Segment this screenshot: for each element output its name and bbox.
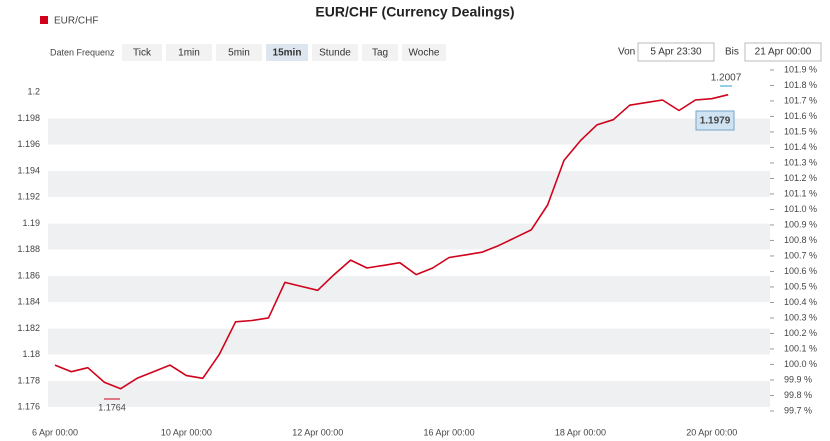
y2-tick-label: 101.2 % bbox=[784, 173, 817, 183]
grid-band bbox=[48, 223, 770, 250]
from-value[interactable]: 5 Apr 23:30 bbox=[650, 47, 702, 58]
y-tick-label: 1.186 bbox=[17, 270, 40, 280]
y-tick-label: 1.192 bbox=[17, 192, 40, 202]
series-line bbox=[54, 93, 729, 390]
frequency-button[interactable] bbox=[362, 44, 398, 61]
chart-title: EUR/CHF (Currency Dealings) bbox=[315, 4, 514, 20]
y2-tick-label: 100.6 % bbox=[784, 266, 817, 276]
grid-band bbox=[48, 118, 770, 145]
y-tick-label: 1.182 bbox=[17, 323, 40, 333]
to-label: Bis bbox=[725, 47, 739, 58]
y-tick-label: 1.19 bbox=[22, 218, 40, 228]
y2-tick-label: 100.0 % bbox=[784, 359, 817, 369]
y-tick-label: 1.18 bbox=[22, 349, 40, 359]
x-tick-label: 10 Apr 00:00 bbox=[161, 427, 212, 437]
frequency-button[interactable] bbox=[402, 44, 446, 61]
x-tick-label: 18 Apr 00:00 bbox=[555, 427, 606, 437]
y2-tick-label: 101.0 % bbox=[784, 204, 817, 214]
frequency-button-label[interactable]: Stunde bbox=[319, 48, 351, 59]
annotation-current: 1.1979 bbox=[700, 116, 731, 127]
y2-tick-label: 100.4 % bbox=[784, 297, 817, 307]
frequency-button-label[interactable]: 15min bbox=[273, 48, 302, 59]
grid-band bbox=[48, 275, 770, 303]
y2-tick-label: 100.8 % bbox=[784, 235, 817, 245]
grid-band bbox=[48, 328, 770, 355]
to-value[interactable]: 21 Apr 00:00 bbox=[755, 47, 812, 58]
legend-swatch bbox=[40, 16, 48, 24]
y2-tick-label: 100.7 % bbox=[784, 250, 817, 260]
frequency-button-label[interactable]: Tag bbox=[372, 48, 388, 59]
x-tick-label: 6 Apr 00:00 bbox=[32, 427, 78, 437]
y-tick-label: 1.184 bbox=[17, 297, 40, 307]
y2-tick-label: 100.5 % bbox=[784, 281, 817, 291]
y-tick-label: 1.194 bbox=[17, 165, 40, 175]
annotation-min: 1.1764 bbox=[98, 402, 126, 412]
y2-tick-label: 101.9 % bbox=[784, 64, 817, 74]
y-tick-label: 1.198 bbox=[17, 113, 40, 123]
grid-band bbox=[48, 380, 770, 408]
y2-tick-label: 99.8 % bbox=[784, 390, 812, 400]
y2-tick-label: 101.4 % bbox=[784, 142, 817, 152]
legend-label[interactable]: EUR/CHF bbox=[54, 16, 98, 27]
frequency-button-label[interactable]: Tick bbox=[133, 48, 152, 59]
y2-tick-label: 100.1 % bbox=[784, 343, 817, 353]
y-tick-label: 1.188 bbox=[17, 244, 40, 254]
y2-tick-label: 101.6 % bbox=[784, 111, 817, 121]
y-tick-label: 1.176 bbox=[17, 402, 40, 412]
annotation-max: 1.2007 bbox=[711, 73, 742, 84]
from-label: Von bbox=[618, 47, 635, 58]
y-tick-label: 1.196 bbox=[17, 139, 40, 149]
y2-tick-label: 101.3 % bbox=[784, 157, 817, 167]
y-tick-label: 1.2 bbox=[27, 87, 40, 97]
frequency-button[interactable] bbox=[166, 44, 212, 61]
frequency-button[interactable] bbox=[122, 44, 162, 61]
y2-tick-label: 99.7 % bbox=[784, 405, 812, 415]
frequency-label: Daten Frequenz bbox=[50, 47, 115, 57]
grid-band bbox=[48, 170, 770, 198]
x-tick-label: 20 Apr 00:00 bbox=[686, 427, 737, 437]
y2-tick-label: 99.9 % bbox=[784, 374, 812, 384]
y2-tick-label: 101.7 % bbox=[784, 95, 817, 105]
y2-tick-label: 101.1 % bbox=[784, 188, 817, 198]
x-tick-label: 16 Apr 00:00 bbox=[424, 427, 475, 437]
frequency-button[interactable] bbox=[216, 44, 262, 61]
frequency-button-label[interactable]: Woche bbox=[409, 48, 440, 59]
y2-tick-label: 100.3 % bbox=[784, 312, 817, 322]
y2-tick-label: 101.8 % bbox=[784, 80, 817, 90]
y2-tick-label: 100.2 % bbox=[784, 328, 817, 338]
y-tick-label: 1.178 bbox=[17, 375, 40, 385]
to-input[interactable] bbox=[744, 42, 822, 62]
frequency-button[interactable] bbox=[266, 44, 308, 61]
frequency-button[interactable] bbox=[312, 44, 358, 61]
y2-tick-label: 100.9 % bbox=[784, 219, 817, 229]
from-input[interactable] bbox=[637, 42, 715, 62]
current-box bbox=[695, 110, 735, 131]
frequency-button-label[interactable]: 5min bbox=[228, 48, 250, 59]
x-tick-label: 12 Apr 00:00 bbox=[292, 427, 343, 437]
y2-tick-label: 101.5 % bbox=[784, 126, 817, 136]
frequency-button-label[interactable]: 1min bbox=[178, 48, 200, 59]
